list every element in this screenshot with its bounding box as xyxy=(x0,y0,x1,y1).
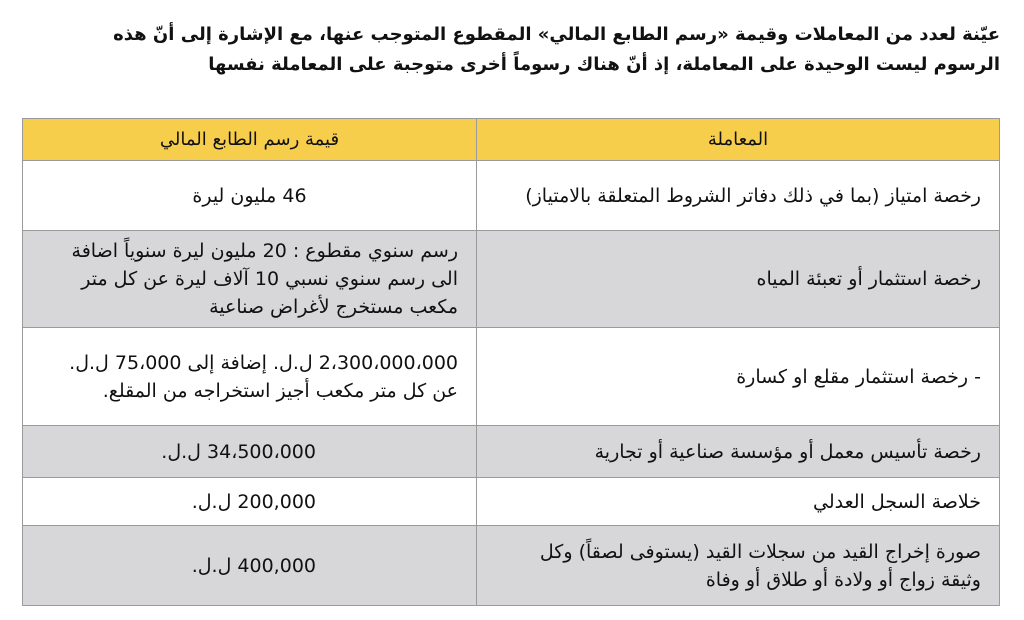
transaction: خلاصة السجل العدلي xyxy=(476,477,1000,526)
fees-table: المعاملة قيمة رسم الطابع المالي رخصة امت… xyxy=(22,118,1000,606)
transaction: - رخصة استثمار مقلع او كسارة xyxy=(476,327,1000,426)
row: رخصة تأسيس معمل أو مؤسسة صناعية أو تجاري… xyxy=(22,425,1000,478)
row: خلاصة السجل العدلي 200,000 ل.ل. xyxy=(22,477,1000,526)
header-row: المعاملة قيمة رسم الطابع المالي xyxy=(22,118,1000,161)
row: - رخصة استثمار مقلع او كسارة 2،300،000،0… xyxy=(22,327,1000,426)
fee: 34،500،000 ل.ل. xyxy=(22,425,477,478)
fee: 46 مليون ليرة xyxy=(22,160,477,231)
fee: رسم سنوي مقطوع : 20 مليون ليرة سنوياً اض… xyxy=(22,230,477,328)
fee: 200,000 ل.ل. xyxy=(22,477,477,526)
header-cell: قيمة رسم الطابع المالي xyxy=(22,118,477,161)
fee: 2،300،000،000 ل.ل. إضافة إلى 75،000 ل.ل.… xyxy=(22,327,477,426)
transaction: رخصة تأسيس معمل أو مؤسسة صناعية أو تجاري… xyxy=(476,425,1000,478)
transaction: رخصة استثمار أو تعبئة المياه xyxy=(476,230,1000,328)
intro-line: الرسوم ليست الوحيدة على المعاملة، إذ أنّ… xyxy=(208,54,1000,75)
transaction: صورة إخراج القيد من سجلات القيد (يستوفى … xyxy=(476,525,1000,606)
intro: عيّنة لعدد من المعاملات وقيمة «رسم الطاب… xyxy=(20,20,1000,80)
intro-line: عيّنة لعدد من المعاملات وقيمة «رسم الطاب… xyxy=(113,24,1000,45)
transaction: رخصة امتياز (بما في ذلك دفاتر الشروط الم… xyxy=(476,160,1000,231)
row: صورة إخراج القيد من سجلات القيد (يستوفى … xyxy=(22,525,1000,606)
fee: 400,000 ل.ل. xyxy=(22,525,477,606)
row: رخصة استثمار أو تعبئة المياه رسم سنوي مق… xyxy=(22,230,1000,328)
header-cell: المعاملة xyxy=(476,118,1000,161)
row: رخصة امتياز (بما في ذلك دفاتر الشروط الم… xyxy=(22,160,1000,231)
